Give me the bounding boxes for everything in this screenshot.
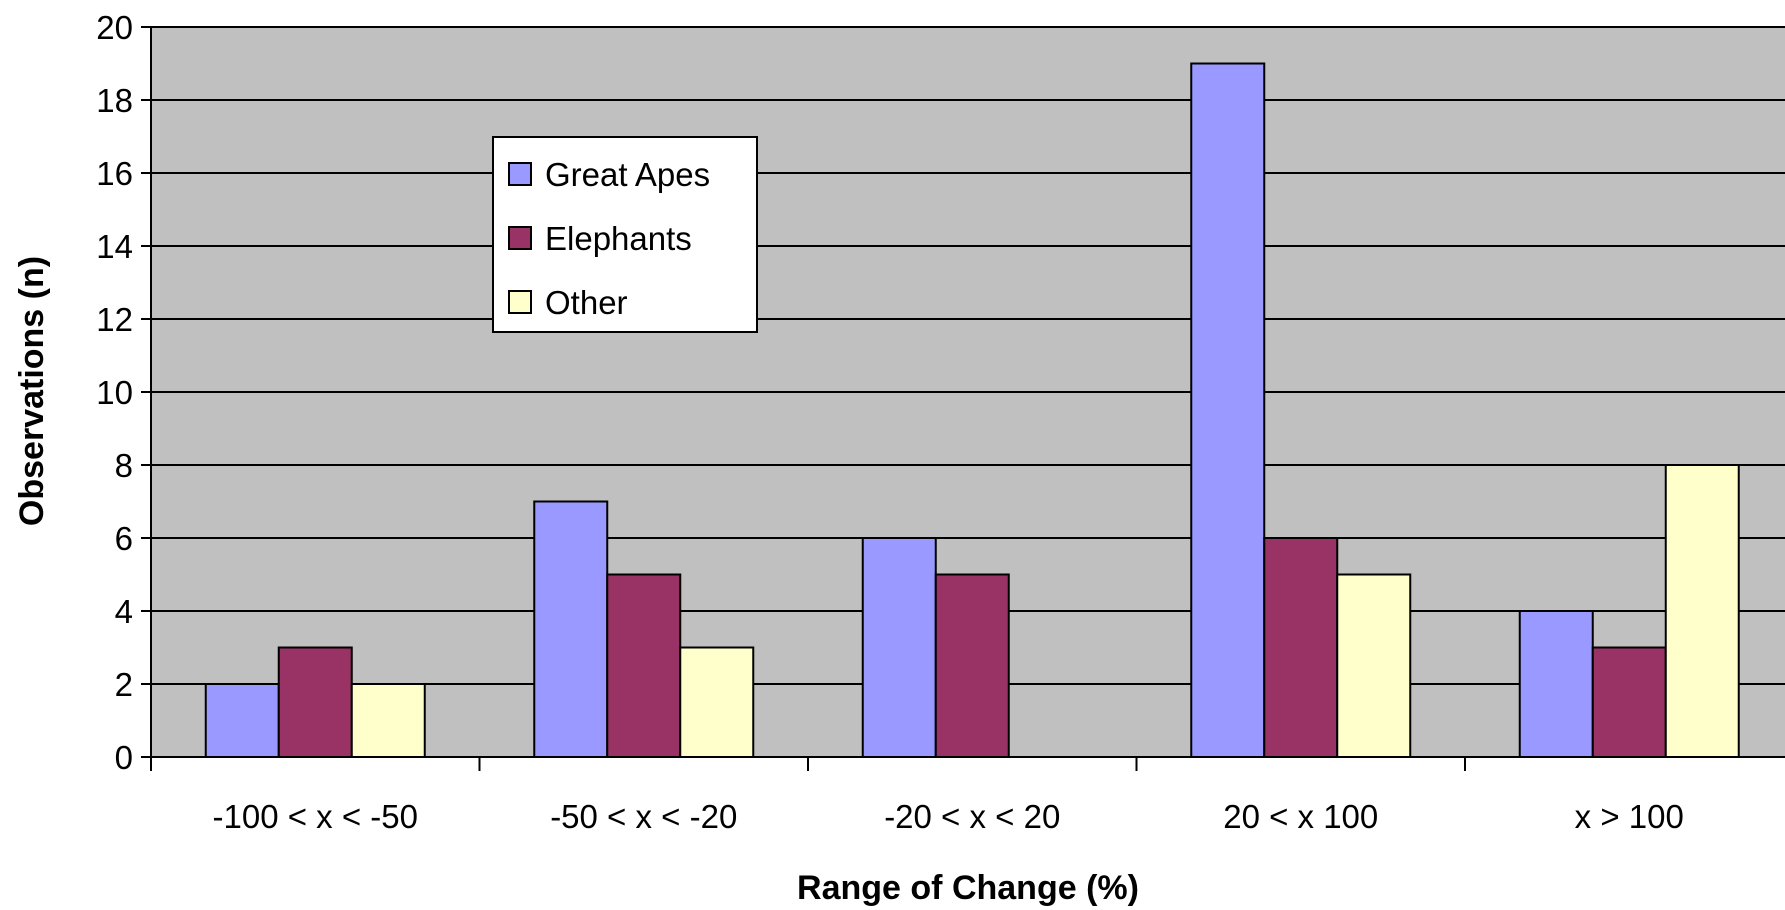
bars bbox=[204, 62, 1740, 758]
y-tick-label: 8 bbox=[115, 447, 133, 484]
bar-elephants bbox=[934, 573, 1010, 758]
legend-swatch bbox=[508, 290, 532, 314]
y-axis-title: Observations (n) bbox=[13, 256, 51, 526]
bar-elephants bbox=[1263, 537, 1339, 758]
legend-box bbox=[492, 136, 758, 333]
bar-other bbox=[350, 683, 426, 758]
y-tick-label: 12 bbox=[96, 301, 133, 338]
legend: Great Apes Elephants Other bbox=[492, 136, 758, 333]
y-tick-label: 16 bbox=[96, 155, 133, 192]
bar-great-apes bbox=[861, 537, 937, 758]
x-tick-label: x > 100 bbox=[1575, 798, 1684, 835]
y-tick-label: 18 bbox=[96, 82, 133, 119]
bar-other bbox=[1336, 573, 1412, 758]
legend-label: Elephants bbox=[545, 220, 692, 257]
bar-great-apes bbox=[533, 500, 609, 758]
bar-elephants bbox=[277, 646, 353, 758]
legend-label: Other bbox=[545, 284, 628, 321]
x-tick-label: -20 < x < 20 bbox=[884, 798, 1060, 835]
bar-elephants bbox=[1591, 646, 1667, 758]
x-tick-label: -100 < x < -50 bbox=[213, 798, 418, 835]
y-tick-label: 2 bbox=[115, 666, 133, 703]
y-tick-label: 10 bbox=[96, 374, 133, 411]
y-axis-ticks: 0 2 4 6 8 10 12 14 16 18 20 bbox=[96, 9, 151, 776]
y-tick-label: 4 bbox=[115, 593, 133, 630]
bar-great-apes bbox=[204, 683, 280, 758]
y-tick-label: 6 bbox=[115, 520, 133, 557]
bar-other bbox=[1664, 464, 1740, 758]
bar-great-apes bbox=[1518, 610, 1594, 758]
legend-swatch bbox=[508, 226, 532, 250]
x-axis-title: Range of Change (%) bbox=[797, 869, 1139, 907]
bar-great-apes bbox=[1190, 62, 1266, 758]
bar-elephants bbox=[606, 573, 682, 758]
bar-other bbox=[679, 646, 755, 758]
x-tick-label: 20 < x 100 bbox=[1223, 798, 1378, 835]
y-tick-label: 14 bbox=[96, 228, 133, 265]
legend-label: Great Apes bbox=[545, 156, 710, 193]
y-tick-label: 0 bbox=[115, 739, 133, 776]
legend-swatch bbox=[508, 162, 532, 186]
x-axis-ticks: -100 < x < -50 -50 < x < -20 -20 < x < 20 2… bbox=[150, 757, 1684, 835]
x-tick-label: -50 < x < -20 bbox=[550, 798, 737, 835]
y-tick-label: 20 bbox=[96, 9, 133, 46]
